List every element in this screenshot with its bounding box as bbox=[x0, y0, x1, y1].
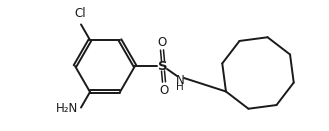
Text: N: N bbox=[176, 73, 184, 86]
Text: H₂N: H₂N bbox=[56, 102, 78, 115]
Text: H: H bbox=[176, 82, 184, 92]
Text: Cl: Cl bbox=[74, 7, 86, 20]
Text: S: S bbox=[158, 59, 168, 72]
Text: O: O bbox=[157, 36, 166, 48]
Text: O: O bbox=[159, 83, 169, 97]
